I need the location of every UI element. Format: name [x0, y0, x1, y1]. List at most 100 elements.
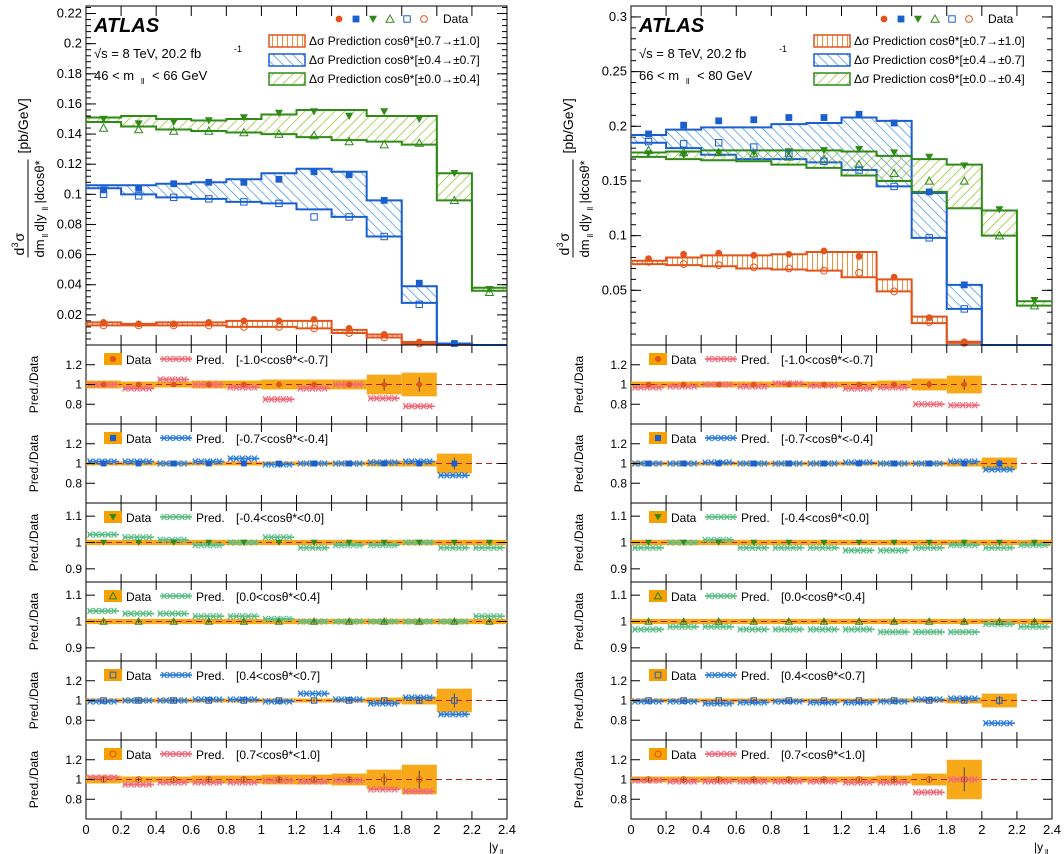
ratio-legend-marker [109, 434, 117, 442]
pred-cross [437, 471, 444, 479]
pred-cross [146, 458, 153, 465]
ratio-legend-range: [0.0<cosθ*<0.4] [781, 590, 865, 604]
ratio-y-tick-label: 1 [620, 457, 627, 471]
data-point [99, 115, 108, 123]
pred-cross [947, 695, 954, 702]
ratio-y-tick-label: 0.8 [65, 713, 82, 727]
y-tick-label: 0.18 [57, 66, 82, 81]
pred-cross [883, 628, 890, 636]
y-tick-label: 0.1 [609, 228, 627, 243]
pred-cross [484, 544, 491, 552]
ratio-data-point [416, 381, 423, 388]
data-point [749, 263, 758, 272]
ratio-y-tick-label: 1.2 [610, 753, 627, 767]
pred-cross [105, 607, 111, 615]
pred-cross [650, 544, 656, 552]
marker-series [644, 257, 969, 347]
ratio-ylabel-text: Pred./Data [572, 671, 586, 729]
pred-cross [708, 381, 715, 388]
pred-cross [883, 384, 890, 391]
energy-label: √s = 8 TeV, 20.2 fb [639, 46, 746, 61]
ratio-legend-cross [161, 750, 167, 758]
legend-band-label: Δσ Prediction cosθ*[±0.4→±0.7] [854, 53, 1025, 67]
pred-cross [866, 385, 873, 392]
pred-cross [1023, 623, 1030, 631]
ratio-data-point [100, 381, 107, 388]
ratio-legend-data: Data [126, 590, 152, 604]
data-point [820, 266, 828, 275]
ratio-data-point [345, 776, 353, 783]
data-point [415, 115, 424, 123]
pred-cross [426, 402, 433, 410]
data-point [310, 324, 318, 333]
data-point [168, 126, 179, 135]
data-point [679, 151, 688, 159]
data-point [414, 138, 425, 147]
data-point [855, 253, 863, 260]
pred-cross [714, 623, 721, 631]
pred-cross [426, 539, 433, 546]
ratio-data-point [820, 776, 828, 783]
pred-cross [895, 628, 902, 636]
ratio-data-point [240, 460, 247, 467]
pred-cross [656, 384, 662, 391]
ratio-data-point [170, 460, 177, 467]
ratio-data-point [205, 776, 213, 783]
pred-cross [831, 460, 838, 467]
ratio-legend-pred: Pred. [741, 432, 770, 446]
ratio-legend-data: Data [671, 590, 697, 604]
pred-cross [632, 698, 638, 705]
ratio-legend-cross [179, 513, 185, 521]
pred-cross [813, 460, 820, 467]
data-point [820, 247, 828, 255]
ratio-data-point [960, 539, 968, 546]
mass-range-label: 46 < m [94, 68, 134, 83]
pred-cross [918, 460, 925, 467]
pred-cross [632, 777, 638, 784]
pred-cross [111, 698, 117, 705]
pred-cross [146, 697, 153, 704]
pred-cross [656, 625, 662, 633]
pred-cross [936, 628, 943, 636]
x-tick-label: 1 [258, 822, 265, 837]
pred-cross [796, 698, 803, 705]
pred-cross [784, 625, 791, 633]
ratio-legend-cross [706, 671, 712, 679]
pred-cross [819, 544, 826, 552]
marker-series [98, 123, 495, 296]
ratio-panel: 0.8 1 1.2 Data Pred. [0.7<cosθ*<1.0] Pred./Dat… [27, 739, 508, 820]
pred-cross [842, 625, 849, 633]
ratio-y-tick-label: 1.1 [610, 509, 627, 523]
ratio-legend-cross [730, 513, 736, 521]
ratio-data-point [240, 539, 248, 546]
pred-cross [356, 696, 363, 703]
pred-cross [175, 376, 182, 383]
pred-cross [982, 466, 989, 473]
data-point [785, 149, 793, 158]
pred-cross [122, 610, 129, 618]
data-point [484, 287, 495, 296]
ratio-y-label: Pred./Data [27, 434, 41, 492]
ratio-legend-cross [712, 513, 718, 521]
pred-cross [437, 618, 444, 625]
ratio-y-tick-label: 1.1 [65, 509, 82, 523]
pred-cross [93, 531, 99, 539]
pred-cross [286, 533, 293, 541]
pred-cross [455, 471, 462, 479]
ratio-data-point [135, 776, 143, 783]
y-tick-label: 0.12 [57, 156, 82, 171]
pred-cross [807, 382, 814, 389]
legend-data-label: Data [443, 12, 469, 26]
pred-cross [965, 401, 972, 409]
pred-cross [233, 696, 240, 703]
ratio-y-tick-label: 0.8 [65, 397, 82, 411]
pred-cross [303, 460, 310, 467]
ratio-data-point [134, 617, 143, 625]
pred-cross [426, 787, 433, 795]
y-tick-label: 0.2 [609, 118, 627, 133]
ylabel-dy: d|y [32, 214, 47, 232]
ratio-data-point [416, 697, 423, 704]
ratio-y-tick-label: 0.9 [610, 562, 627, 576]
band-bin [226, 119, 262, 133]
pred-cross [796, 544, 803, 552]
